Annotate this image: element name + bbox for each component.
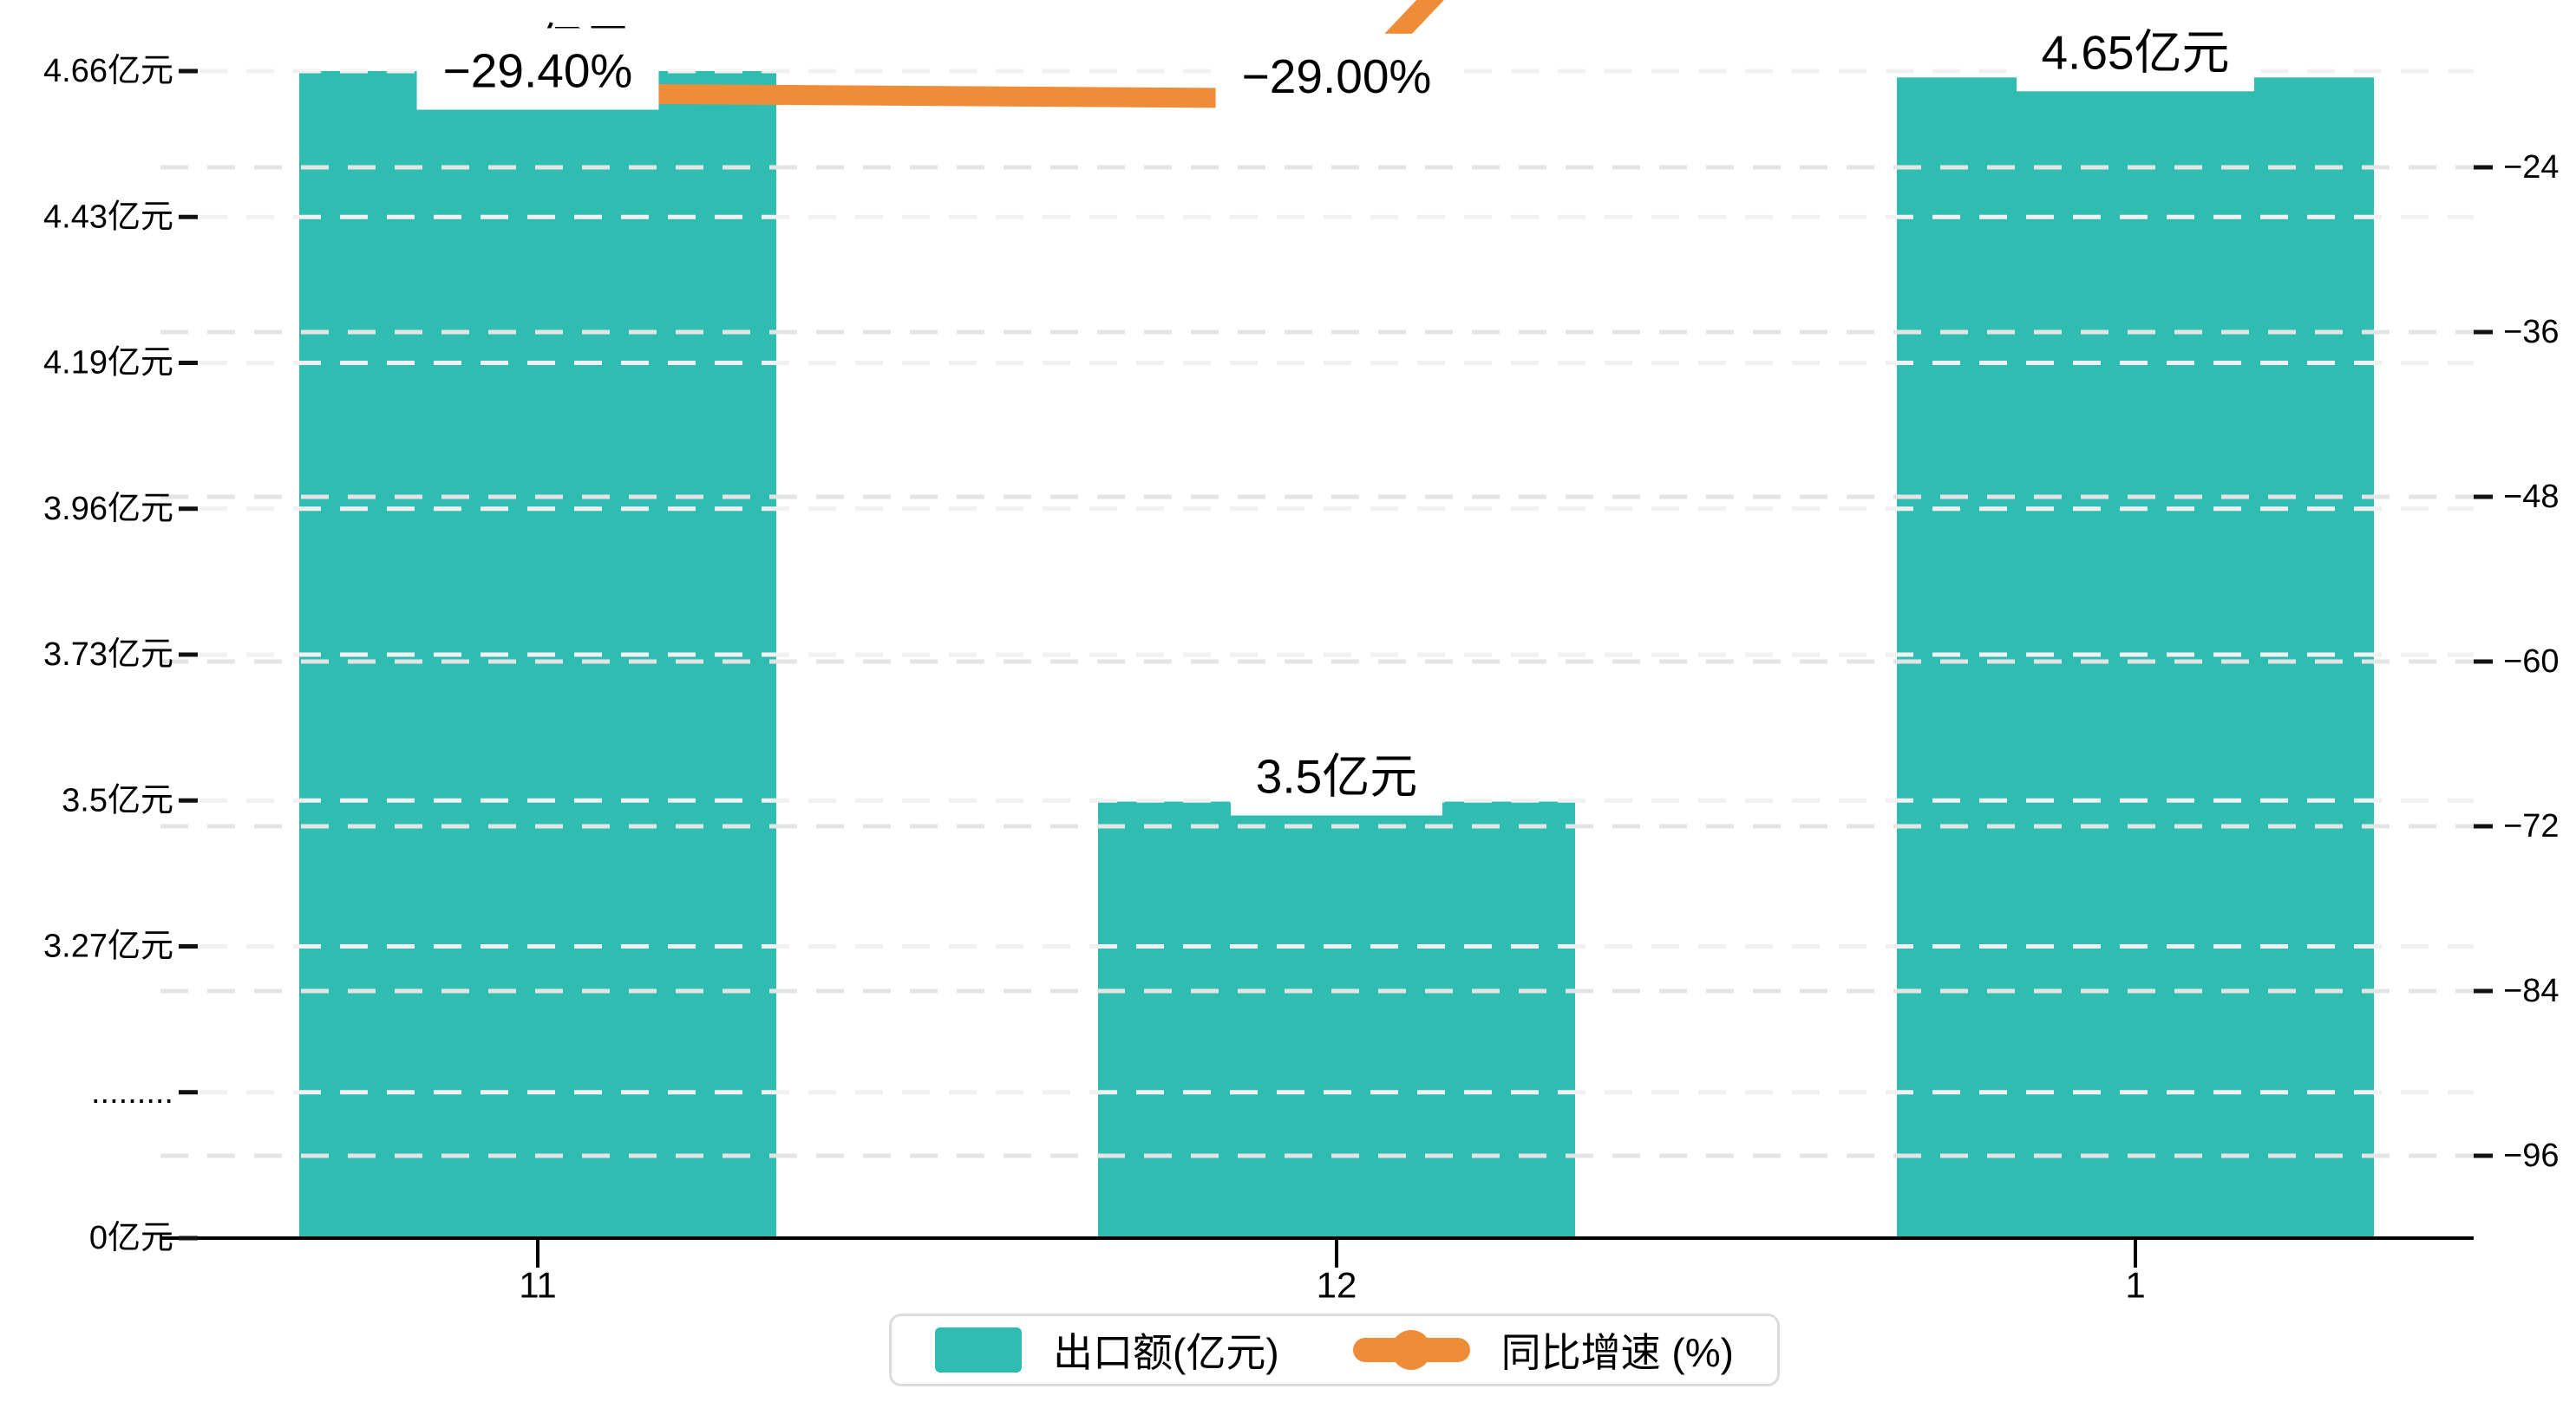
- bar-value-label-box: [2017, 10, 2254, 92]
- right-axis-tick-label: −72: [2503, 808, 2559, 844]
- right-axis-tick-label: −96: [2503, 1138, 2559, 1174]
- right-axis-tick-label: −84: [2503, 973, 2559, 1009]
- x-axis-tick-label: 1: [2125, 1265, 2145, 1306]
- bar-value-label-box: [1231, 734, 1442, 816]
- left-axis-tick-label: 0亿元: [89, 1220, 173, 1256]
- left-axis-tick-label: 3.27亿元: [43, 929, 173, 965]
- right-axis-tick-label: −60: [2503, 643, 2559, 680]
- growth-value-label: −29.00%: [1242, 49, 1432, 103]
- bar-series-swatch: [935, 1327, 1023, 1373]
- legend-label-export: 出口额(亿元): [1053, 1330, 1279, 1375]
- left-axis-tick-label: 4.43亿元: [43, 199, 173, 235]
- growth-value-label-box: [1215, 33, 1458, 115]
- left-axis-tick-label: 4.66亿元: [43, 53, 173, 89]
- legend-label-growth: 同比增速 (%): [1500, 1330, 1734, 1375]
- export-bar: [1098, 801, 1575, 1238]
- right-axis-tick-label: −48: [2503, 479, 2559, 515]
- legend-item-growth[interactable]: 同比增速 (%): [1352, 1321, 1734, 1379]
- left-axis-tick-label: 4.19亿元: [43, 345, 173, 381]
- left-axis-tick-label: 3.96亿元: [43, 491, 173, 527]
- bar-value-label: 4.65亿元: [2041, 25, 2229, 79]
- x-axis-tick-label: 11: [519, 1265, 557, 1306]
- left-axis-tick-label: 3.5亿元: [62, 782, 173, 818]
- chart-legend: 出口额(亿元) 同比增速 (%): [889, 1314, 1780, 1386]
- export-bar: [1897, 77, 2374, 1239]
- left-axis-tick-label: .........: [91, 1074, 173, 1111]
- right-axis-tick-label: −24: [2503, 149, 2559, 186]
- growth-value-label-box: [416, 28, 659, 110]
- right-axis-tick-label: −36: [2503, 314, 2559, 350]
- left-axis-tick-label: 3.73亿元: [43, 636, 173, 673]
- legend-item-export[interactable]: 出口额(亿元): [935, 1321, 1279, 1379]
- line-series-marker-icon: [1352, 1327, 1470, 1373]
- x-axis-tick-label: 12: [1317, 1265, 1357, 1306]
- bar-value-label: 3.5亿元: [1256, 750, 1417, 804]
- growth-value-label: −29.40%: [443, 44, 633, 98]
